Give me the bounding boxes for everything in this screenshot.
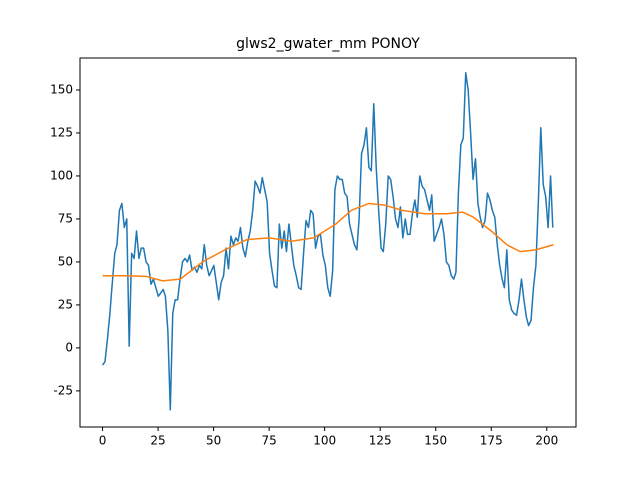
- x-tick-label: 100: [313, 434, 336, 448]
- x-tick-label: 125: [369, 434, 392, 448]
- chart-title: glws2_gwater_mm PONOY: [236, 36, 420, 52]
- y-tick-label: 75: [58, 211, 73, 225]
- plot-area: [101, 72, 554, 411]
- x-tick-label: 25: [150, 434, 165, 448]
- y-tick-label: 125: [50, 125, 73, 139]
- data-line: [101, 72, 554, 411]
- x-tick-label: 150: [424, 434, 447, 448]
- y-tick-label: 0: [65, 340, 73, 354]
- x-tick-label: 50: [206, 434, 221, 448]
- data-line: [102, 202, 554, 282]
- axes-frame: [79, 57, 577, 428]
- y-tick-label: -25: [53, 383, 73, 397]
- y-tick-label: 50: [58, 254, 73, 268]
- y-tick-label: 25: [58, 297, 73, 311]
- x-tick-label: 75: [261, 434, 276, 448]
- x-tick-label: 200: [535, 434, 558, 448]
- y-tick-label: 100: [50, 168, 73, 182]
- x-tick-label: 175: [480, 434, 503, 448]
- x-tick-label: 0: [99, 434, 107, 448]
- y-tick-label: 150: [50, 82, 73, 96]
